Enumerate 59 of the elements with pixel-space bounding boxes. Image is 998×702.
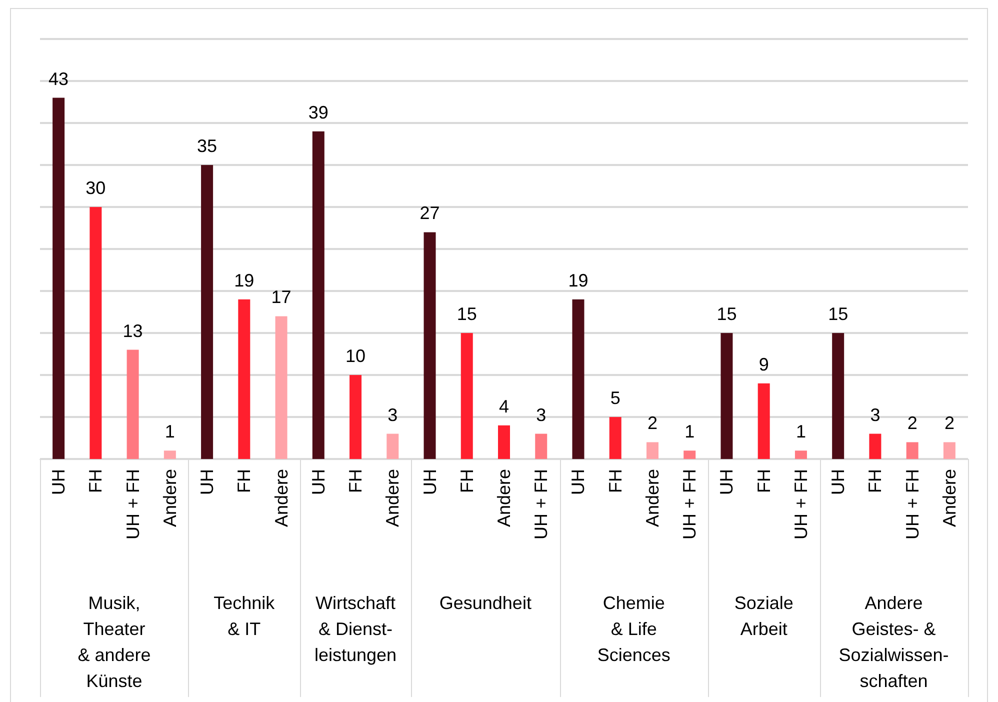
data-label: 3	[870, 404, 880, 425]
data-label: 5	[610, 388, 620, 408]
data-label: 3	[388, 404, 398, 425]
data-label: 1	[684, 422, 695, 442]
bar	[498, 425, 510, 459]
data-label: 39	[308, 102, 328, 122]
x-tick-label: FH	[865, 469, 886, 493]
x-tick-label: UH	[568, 469, 588, 495]
x-tick-label: UH	[828, 469, 848, 495]
data-label: 9	[758, 354, 769, 374]
x-tick-label: UH	[420, 469, 440, 495]
x-tick-label: UH	[48, 469, 69, 495]
x-tick-label: FH	[754, 469, 774, 493]
text: Soziale Arbeit	[733, 592, 794, 641]
data-label: 2	[907, 413, 918, 434]
data-label: 19	[568, 270, 588, 290]
x-tick-label: UH + FH	[531, 469, 552, 540]
x-tick-label: FH	[346, 469, 366, 493]
x-tick-label: Andere	[271, 469, 292, 528]
data-label: 43	[48, 68, 69, 89]
text: Technik & IT	[212, 592, 276, 641]
x-tick-label: UH + FH	[680, 469, 700, 540]
text: Musik, Theater & andere Künste	[76, 592, 152, 693]
text: Wirtschaft & Dienst- leistungen	[313, 592, 398, 667]
x-tick-label: Andere	[494, 469, 514, 528]
x-tick-label: UH	[308, 469, 328, 495]
data-label: 2	[647, 413, 658, 434]
data-label: 1	[164, 422, 175, 442]
bar	[460, 333, 473, 459]
x-tick-label: Andere	[160, 469, 180, 528]
data-label: 35	[197, 136, 218, 156]
x-tick-label: FH	[234, 469, 254, 493]
x-tick-label: FH	[86, 469, 106, 493]
x-tick-label: Andere	[382, 469, 403, 528]
text: Gesundheit	[438, 592, 532, 615]
x-tick-label: FH	[456, 469, 477, 493]
data-label: 30	[86, 178, 106, 198]
data-label: 13	[122, 320, 143, 341]
data-label: 2	[944, 413, 954, 434]
data-label: 1	[796, 422, 806, 442]
data-label: 15	[828, 304, 848, 324]
data-label: 19	[234, 270, 254, 290]
data-label: 17	[271, 287, 292, 308]
x-tick-label: FH	[605, 469, 626, 493]
x-tick-label: UH	[716, 469, 737, 495]
data-label: 3	[536, 404, 546, 425]
x-tick-label: UH + FH	[122, 469, 143, 540]
text: Andere Geistes- & Sozialwissen- schaften	[838, 592, 950, 693]
data-label: 4	[498, 396, 510, 416]
x-tick-label: Andere	[939, 469, 960, 528]
data-label: 10	[346, 346, 366, 366]
x-tick-label: UH	[197, 469, 218, 495]
x-tick-label: UH + FH	[902, 469, 922, 540]
data-label: 27	[420, 203, 440, 224]
x-tick-label: Andere	[642, 469, 662, 528]
text: Chemie & Life Sciences	[596, 592, 672, 667]
data-label: 15	[716, 304, 737, 324]
data-label: 15	[456, 304, 477, 324]
x-tick-label: UH + FH	[790, 469, 811, 540]
